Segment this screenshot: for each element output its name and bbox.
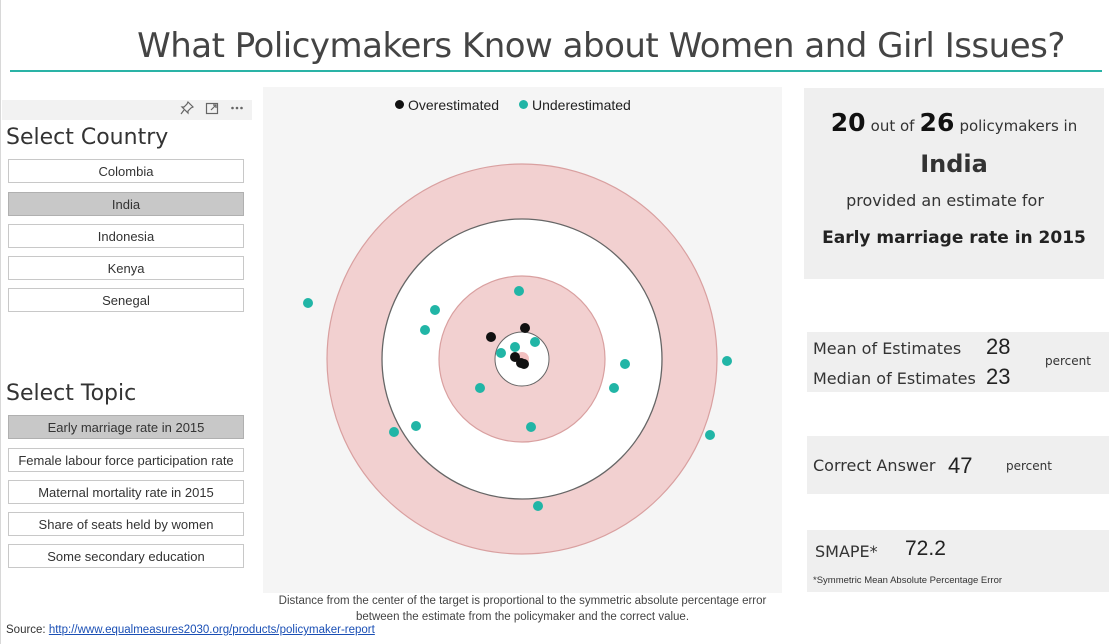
underestimated-point-10[interactable] [609, 383, 619, 393]
summary-card: 20 out of 26 policymakers in India provi… [804, 88, 1104, 279]
legend-dot-over [395, 100, 404, 109]
underestimated-point-12[interactable] [389, 427, 399, 437]
focus-mode-icon[interactable] [202, 100, 222, 120]
legend-label-under: Underestimated [532, 97, 631, 113]
smape-footnote: *Symmetric Mean Absolute Percentage Erro… [813, 575, 1003, 586]
country-option-indonesia[interactable]: Indonesia [8, 224, 244, 248]
summary-count: 20 [830, 108, 866, 137]
legend-label-over: Overestimated [408, 97, 500, 113]
topic-option-early-marriage[interactable]: Early marriage rate in 2015 [8, 415, 244, 439]
underestimated-point-13[interactable] [411, 421, 421, 431]
underestimated-point-8[interactable] [475, 383, 485, 393]
underestimated-point-1[interactable] [303, 298, 313, 308]
underestimated-point-6[interactable] [510, 342, 520, 352]
chart-caption: Distance from the center of the target i… [263, 593, 782, 625]
country-option-india[interactable]: India [8, 192, 244, 216]
underestimated-point-9[interactable] [620, 359, 630, 369]
summary-count-line: 20 out of 26 policymakers in [804, 108, 1104, 137]
country-option-colombia[interactable]: Colombia [8, 159, 244, 183]
summary-total: 26 [919, 108, 955, 137]
summary-provided: provided an estimate for [846, 191, 1044, 210]
topic-option-seats-women[interactable]: Share of seats held by women [8, 512, 244, 536]
median-value: 23 [986, 364, 1011, 389]
legend-overestimated[interactable]: Overestimated [395, 97, 499, 113]
target-chart [303, 163, 732, 555]
left-border [0, 0, 1, 644]
topic-option-female-labour[interactable]: Female labour force participation rate [8, 448, 244, 472]
smape-card: SMAPE* 72.2 *Symmetric Mean Absolute Per… [807, 530, 1109, 592]
summary-out-of: out of [870, 117, 915, 135]
visual-header [2, 100, 252, 120]
correct-value: 47 [948, 453, 973, 478]
correct-answer-card: Correct Answer 47 percent [807, 436, 1109, 494]
overestimated-point-5[interactable] [516, 358, 526, 368]
correct-unit: percent [1006, 459, 1052, 473]
smape-label: SMAPE* [815, 542, 878, 561]
underestimated-point-16[interactable] [533, 501, 543, 511]
smape-value: 72.2 [905, 537, 946, 560]
summary-suffix: policymakers in [959, 117, 1078, 135]
underestimated-point-3[interactable] [420, 325, 430, 335]
underestimated-point-7[interactable] [530, 337, 540, 347]
more-options-icon[interactable] [227, 100, 247, 120]
underestimated-point-11[interactable] [722, 356, 732, 366]
country-slicer-title: Select Country [6, 125, 169, 150]
page-title: What Policymakers Know about Women and G… [137, 26, 1065, 66]
source-line: Source: http://www.equalmeasures2030.org… [6, 624, 375, 636]
source-label: Source: [6, 624, 46, 636]
underestimated-point-14[interactable] [526, 422, 536, 432]
mean-value: 28 [986, 334, 1011, 359]
overestimated-point-2[interactable] [520, 323, 530, 333]
summary-topic: Early marriage rate in 2015 [822, 228, 1086, 248]
underestimated-point-15[interactable] [705, 430, 715, 440]
underestimated-point-4[interactable] [514, 286, 524, 296]
caption-line-2: between the estimate from the policymake… [355, 611, 690, 623]
source-link[interactable]: http://www.equalmeasures2030.org/product… [48, 624, 375, 636]
stats-card: Mean of Estimates 28 Median of Estimates… [807, 332, 1109, 392]
topic-option-secondary-education[interactable]: Some secondary education [8, 544, 244, 568]
pin-icon[interactable] [177, 100, 197, 120]
country-option-kenya[interactable]: Kenya [8, 256, 244, 280]
legend-underestimated[interactable]: Underestimated [519, 97, 631, 113]
underestimated-point-5[interactable] [496, 348, 506, 358]
median-label: Median of Estimates [813, 369, 976, 388]
title-divider [10, 70, 1102, 72]
legend-dot-under [519, 100, 528, 109]
overestimated-point-1[interactable] [486, 332, 496, 342]
topic-option-maternal-mortality[interactable]: Maternal mortality rate in 2015 [8, 480, 244, 504]
stats-unit: percent [1045, 354, 1091, 368]
points-layer [303, 286, 732, 511]
underestimated-point-2[interactable] [430, 305, 440, 315]
country-option-senegal[interactable]: Senegal [8, 288, 244, 312]
mean-label: Mean of Estimates [813, 339, 962, 358]
caption-line-1: Distance from the center of the target i… [278, 595, 767, 607]
topic-slicer-title: Select Topic [6, 381, 137, 406]
summary-country: India [920, 150, 988, 178]
correct-label: Correct Answer [813, 456, 936, 475]
